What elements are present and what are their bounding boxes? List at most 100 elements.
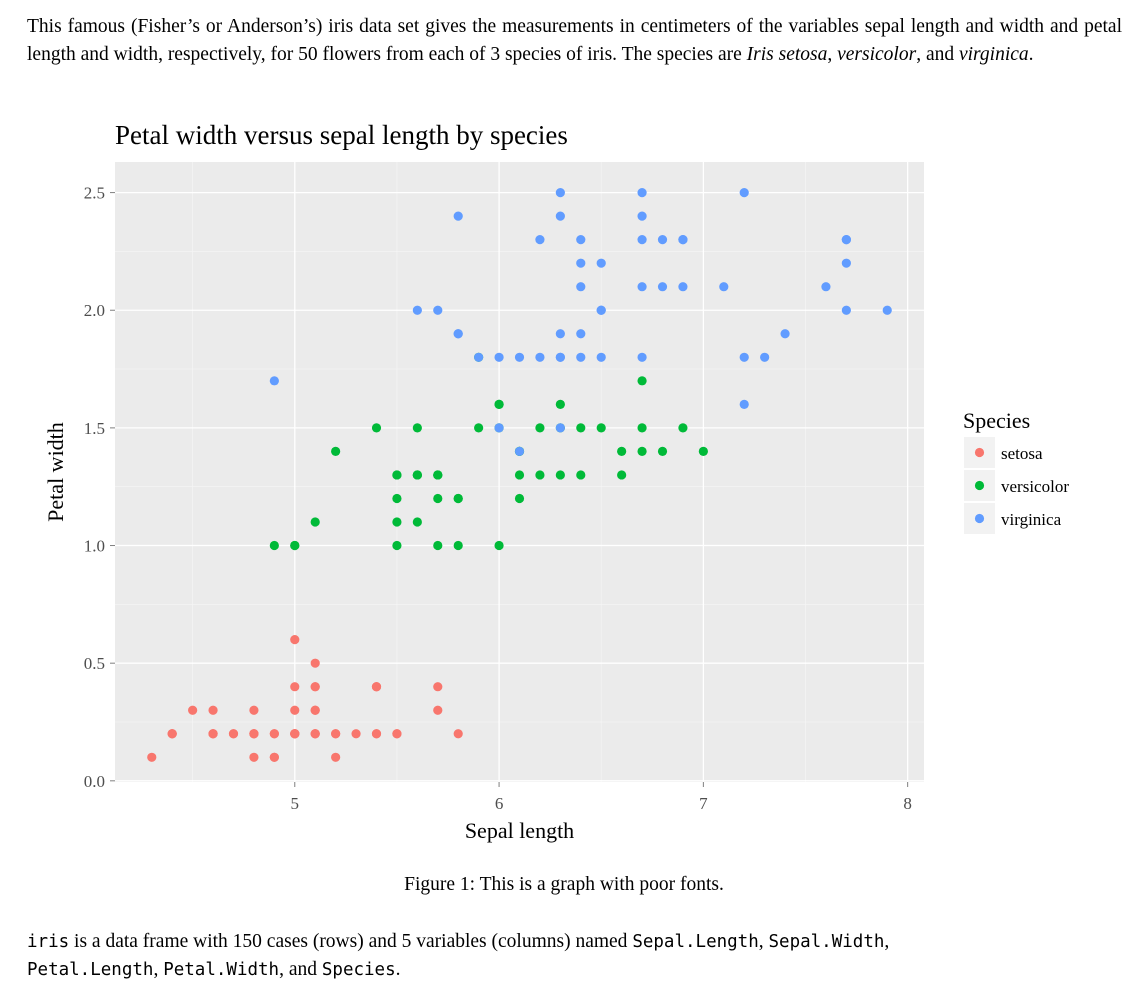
point-virginica [657, 235, 668, 245]
species-setosa-name: Iris setosa [746, 44, 828, 65]
point-versicolor [453, 540, 463, 551]
point-virginica [739, 352, 749, 362]
point-setosa [331, 729, 341, 739]
point-virginica [269, 376, 279, 386]
y-tick-label: 2.0 [84, 301, 105, 320]
point-virginica [494, 352, 504, 362]
intro-text: This famous (Fisher’s or Anderson’s) iri… [27, 16, 1122, 65]
point-setosa [310, 705, 320, 715]
point-versicolor [453, 493, 463, 504]
point-virginica [841, 305, 851, 315]
point-setosa [249, 729, 259, 739]
point-virginica [576, 329, 586, 339]
point-setosa [453, 729, 463, 739]
x-axis-tick-labels: 5 6 7 8 [291, 794, 912, 813]
point-versicolor [392, 470, 402, 480]
point-virginica [596, 258, 606, 268]
footer-sep-2: , [884, 931, 890, 952]
intro-paragraph: This famous (Fisher’s or Anderson’s) iri… [27, 13, 1122, 69]
point-virginica [535, 352, 545, 362]
species-versicolor-name: versicolor [837, 44, 917, 65]
data-points [147, 187, 892, 762]
point-virginica [576, 352, 586, 362]
point-setosa [331, 752, 341, 762]
point-virginica [841, 235, 851, 245]
point-virginica [555, 329, 565, 339]
footer-end: . [395, 959, 401, 980]
point-versicolor [474, 423, 484, 433]
point-setosa [249, 705, 259, 715]
figure-caption: Figure 1: This is a graph with poor font… [404, 874, 724, 895]
footer-sep-3: , [153, 959, 164, 980]
point-setosa [208, 705, 218, 715]
y-tick-label: 0.5 [84, 654, 105, 673]
point-versicolor [535, 423, 545, 433]
point-setosa [351, 729, 361, 739]
footer-paragraph: iris is a data frame with 150 cases (row… [27, 928, 1122, 984]
point-virginica [841, 258, 851, 268]
x-tick-label: 8 [903, 794, 912, 813]
point-versicolor [555, 470, 565, 480]
point-versicolor [576, 423, 586, 433]
point-setosa [371, 682, 382, 692]
point-virginica [637, 235, 647, 245]
code-sepal-length: Sepal.Length [632, 932, 759, 952]
point-versicolor [433, 470, 443, 480]
point-virginica [555, 187, 565, 198]
footer-sep-1: , [758, 931, 769, 952]
point-virginica [596, 352, 606, 362]
point-setosa [290, 682, 300, 692]
point-versicolor [371, 423, 382, 433]
intro-end: . [1028, 44, 1034, 65]
x-tick-label: 5 [291, 794, 300, 813]
point-versicolor [698, 446, 708, 457]
point-setosa [269, 752, 279, 762]
y-axis-label: Petal width [43, 422, 68, 522]
point-virginica [678, 235, 688, 245]
point-versicolor [637, 376, 647, 386]
point-versicolor [494, 540, 504, 551]
point-virginica [637, 282, 647, 292]
point-virginica [576, 282, 586, 292]
point-versicolor [617, 446, 627, 457]
point-virginica [882, 305, 892, 315]
y-tick-label: 0.0 [84, 772, 105, 791]
point-virginica [821, 282, 831, 292]
point-virginica [739, 187, 749, 198]
point-virginica [514, 352, 525, 362]
point-versicolor [290, 540, 300, 551]
point-versicolor [433, 493, 443, 504]
iris-scatter-chart: Petal width versus sepal length by speci… [43, 120, 1069, 843]
point-versicolor [392, 540, 402, 551]
point-versicolor [331, 446, 341, 457]
point-versicolor [514, 493, 525, 504]
point-setosa [433, 705, 443, 715]
grid-minor [115, 162, 924, 782]
legend-label-setosa: setosa [1001, 444, 1043, 463]
point-versicolor [678, 423, 688, 433]
point-virginica [453, 329, 463, 339]
point-versicolor [269, 540, 279, 551]
y-tick-label: 2.5 [84, 184, 105, 203]
point-versicolor [657, 446, 668, 457]
point-virginica [433, 305, 443, 315]
point-virginica [494, 423, 504, 433]
point-setosa [167, 729, 177, 739]
point-setosa [371, 729, 382, 739]
code-sepal-width: Sepal.Width [768, 932, 885, 952]
point-versicolor [494, 399, 504, 409]
y-tick-label: 1.0 [84, 537, 105, 556]
point-virginica [637, 211, 647, 221]
point-virginica [739, 399, 749, 409]
footer-text: is a data frame with 150 cases (rows) an… [69, 931, 633, 952]
point-versicolor [617, 470, 627, 480]
point-virginica [780, 329, 790, 339]
chart-title: Petal width versus sepal length by speci… [115, 120, 568, 150]
point-virginica [555, 211, 565, 221]
point-versicolor [596, 423, 606, 433]
point-setosa [310, 682, 320, 692]
y-tick-label: 1.5 [84, 419, 105, 438]
point-virginica [555, 423, 565, 433]
point-setosa [310, 658, 320, 668]
point-virginica [412, 305, 422, 315]
